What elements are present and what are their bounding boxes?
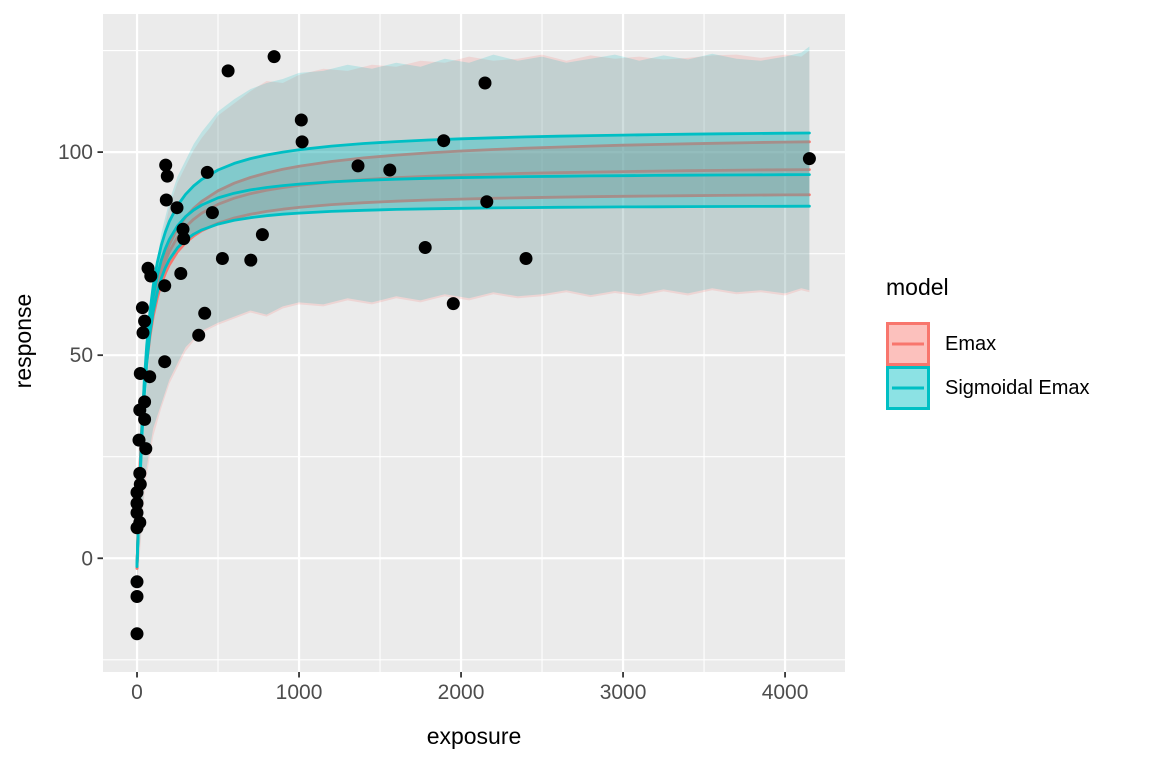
scatter-point	[205, 206, 219, 220]
scatter-point	[130, 590, 144, 603]
sigmoidal-emax-median-line	[135, 173, 811, 568]
scatter-point	[159, 158, 173, 172]
legend-key-sigmoidal-emax-swatch	[886, 366, 930, 410]
scatter-point	[267, 50, 281, 64]
scatter-point	[351, 159, 365, 173]
x-axis-title: exposure	[426, 723, 522, 749]
x-tick-label: 4000	[762, 681, 809, 704]
y-tick-label: 100	[58, 141, 93, 164]
scatter-point	[133, 466, 147, 480]
x-tick-label: 2000	[438, 681, 485, 704]
scatter-point	[138, 395, 152, 409]
y-tick-label: 50	[70, 344, 93, 367]
scatter-point	[133, 477, 147, 491]
x-tick-label: 0	[131, 681, 143, 704]
scatter-point	[519, 252, 533, 265]
scatter-point	[135, 301, 149, 315]
scatter-point	[158, 355, 172, 369]
scatter-point	[478, 76, 492, 90]
scatter-point	[295, 135, 309, 149]
scatter-point	[136, 326, 150, 340]
scatter-point	[130, 496, 144, 510]
scatter-point	[294, 113, 308, 127]
scatter-point	[130, 627, 144, 641]
scatter-point	[255, 228, 269, 242]
scatter-point	[192, 328, 206, 342]
scatter-point	[130, 575, 144, 589]
scatter-point	[200, 165, 214, 179]
y-axis-title: response	[10, 293, 36, 389]
legend: model Emax Sigmoidal Emax	[886, 274, 1090, 410]
sigmoidal-emax-inner-band	[137, 133, 810, 567]
scatter-point	[176, 222, 190, 236]
scatter-point	[170, 201, 184, 215]
scatter-point	[138, 314, 152, 328]
scatter-point	[143, 370, 157, 384]
scatter-point	[133, 516, 147, 529]
legend-title: model	[886, 274, 949, 300]
emax-key-line	[892, 342, 924, 346]
scatter-point	[215, 252, 229, 265]
legend-item-emax: Emax	[886, 322, 1090, 366]
sigmoidal-emax-ci-lower-line	[135, 204, 811, 568]
scatter-point	[177, 232, 191, 246]
scatter-point	[446, 297, 460, 311]
scatter-point	[159, 193, 173, 207]
scatter-point	[138, 412, 152, 426]
y-tick-label: 0	[81, 547, 93, 570]
emax-inner-band	[137, 141, 810, 569]
legend-label-emax: Emax	[945, 332, 997, 355]
legend-item-sigmoidal-emax: Sigmoidal Emax	[886, 366, 1090, 410]
scatter-point	[198, 306, 212, 320]
sigmoidal-emax-key-line	[892, 386, 924, 390]
sigmoidal-emax-outer-band	[137, 46, 810, 583]
scatter-point	[144, 269, 158, 283]
scatter-point	[418, 241, 432, 254]
scatter-point	[244, 253, 258, 267]
scatter-point	[383, 163, 397, 177]
scatter-point	[174, 267, 188, 280]
scatter-point	[480, 195, 494, 209]
scatter-point	[802, 152, 816, 166]
x-tick-label: 3000	[600, 681, 647, 704]
scatter-point	[160, 169, 174, 183]
x-tick-label: 1000	[276, 681, 323, 704]
scatter-point	[437, 134, 451, 148]
legend-key-emax-swatch	[886, 322, 930, 366]
panel-background	[103, 14, 845, 672]
scatter-point	[221, 64, 235, 78]
scatter-point	[158, 279, 172, 293]
scatter-point	[139, 442, 153, 456]
legend-label-sigmoidal-emax: Sigmoidal Emax	[945, 376, 1090, 399]
